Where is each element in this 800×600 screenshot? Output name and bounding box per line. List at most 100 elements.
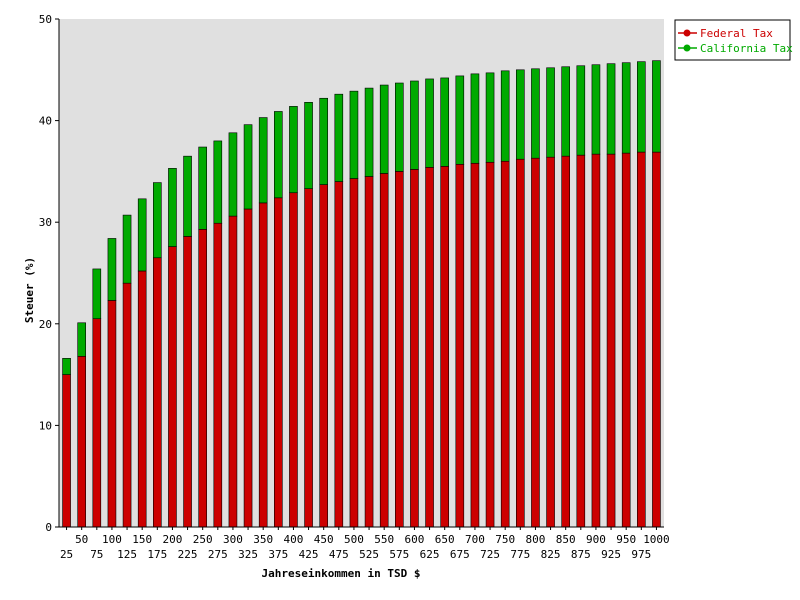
x-tick-label: 25 xyxy=(60,548,73,561)
x-tick-label: 625 xyxy=(420,548,440,561)
x-tick-label: 975 xyxy=(631,548,651,561)
bar-federal-tax xyxy=(531,157,540,528)
bar-california-tax xyxy=(485,72,495,163)
x-tick-label: 125 xyxy=(117,548,137,561)
bar-federal-tax xyxy=(606,153,616,528)
bar-california-tax xyxy=(455,75,465,165)
bar-federal-tax xyxy=(470,162,480,528)
x-tick-label: 1000 xyxy=(643,533,670,546)
bar-federal-tax xyxy=(243,208,253,528)
y-tick-label: 50 xyxy=(39,13,52,26)
bar-california-tax xyxy=(561,66,570,157)
bar-california-tax xyxy=(516,69,525,160)
x-tick-label: 525 xyxy=(359,548,379,561)
x-tick-label: 950 xyxy=(616,533,636,546)
x-tick-label: 50 xyxy=(75,533,88,546)
x-tick-label: 150 xyxy=(132,533,152,546)
bar-california-tax xyxy=(258,117,268,204)
y-axis-ticks: 0 10 20 30 40 50 xyxy=(39,13,59,534)
legend-box xyxy=(674,19,791,61)
x-tick-label: 725 xyxy=(480,548,500,561)
bar-california-tax xyxy=(198,146,207,230)
x-tick-label: 400 xyxy=(284,533,304,546)
x-tick-label: 425 xyxy=(299,548,319,561)
bar-california-tax xyxy=(304,102,313,189)
y-tick-label: 10 xyxy=(39,419,52,432)
bar-california-tax xyxy=(395,82,404,172)
x-tick-label: 900 xyxy=(586,533,606,546)
y-tick-label: 0 xyxy=(45,521,52,534)
x-tick-label: 600 xyxy=(405,533,425,546)
bar-california-tax xyxy=(470,73,480,164)
legend-label-california: California Tax xyxy=(700,42,793,55)
bar-california-tax xyxy=(546,67,555,158)
bar-federal-tax xyxy=(364,176,374,528)
bar-federal-tax xyxy=(274,197,283,528)
bar-california-tax xyxy=(621,62,631,154)
bar-federal-tax xyxy=(425,167,434,528)
bar-federal-tax xyxy=(410,169,419,528)
bar-california-tax xyxy=(637,61,646,153)
bar-california-tax xyxy=(107,238,117,301)
y-tick-label: 20 xyxy=(39,318,52,331)
x-tick-label: 200 xyxy=(163,533,183,546)
y-axis-title: Steuer (%) xyxy=(23,257,36,323)
bar-california-tax xyxy=(410,80,419,170)
bar-federal-tax xyxy=(395,171,404,528)
bar-california-tax xyxy=(168,168,177,247)
bar-federal-tax xyxy=(183,236,192,528)
bar-california-tax xyxy=(213,140,223,224)
bar-california-tax xyxy=(153,182,162,259)
bar-federal-tax xyxy=(289,192,298,528)
y-tick-label: 30 xyxy=(39,216,52,229)
x-tick-label: 550 xyxy=(374,533,394,546)
bar-federal-tax xyxy=(379,173,389,528)
x-tick-label: 175 xyxy=(147,548,167,561)
bar-federal-tax xyxy=(258,202,268,528)
bar-california-tax xyxy=(92,268,102,320)
x-tick-label: 375 xyxy=(268,548,288,561)
bar-california-tax xyxy=(364,87,374,177)
x-tick-label: 850 xyxy=(556,533,576,546)
bar-california-tax xyxy=(62,358,71,375)
bar-california-tax xyxy=(606,63,616,155)
bar-california-tax xyxy=(183,155,192,237)
x-tick-label: 700 xyxy=(465,533,485,546)
x-tick-label: 475 xyxy=(329,548,349,561)
x-tick-label: 825 xyxy=(541,548,561,561)
bar-california-tax xyxy=(349,90,359,179)
bar-california-tax xyxy=(334,93,344,182)
bar-california-tax xyxy=(591,64,601,155)
bar-federal-tax xyxy=(561,155,570,528)
legend-marker-federal xyxy=(683,29,691,37)
bar-federal-tax xyxy=(440,166,449,528)
bar-federal-tax xyxy=(304,188,313,528)
bar-federal-tax xyxy=(92,318,102,528)
bar-california-tax xyxy=(122,214,132,284)
x-tick-label: 925 xyxy=(601,548,621,561)
x-tick-label: 225 xyxy=(178,548,198,561)
bar-federal-tax xyxy=(228,215,238,528)
bar-federal-tax xyxy=(516,158,525,528)
bar-california-tax xyxy=(274,111,283,199)
bar-federal-tax xyxy=(455,163,465,528)
bar-california-tax xyxy=(379,84,389,174)
bar-federal-tax xyxy=(652,151,661,528)
bar-federal-tax xyxy=(500,160,510,528)
x-tick-label: 325 xyxy=(238,548,258,561)
x-tick-label: 500 xyxy=(344,533,364,546)
x-tick-label: 875 xyxy=(571,548,591,561)
bar-federal-tax xyxy=(168,246,177,528)
bar-california-tax xyxy=(531,68,540,159)
bar-california-tax xyxy=(652,60,661,153)
bar-federal-tax xyxy=(77,356,86,528)
x-tick-label: 100 xyxy=(102,533,122,546)
bar-federal-tax xyxy=(546,156,555,528)
bar-california-tax xyxy=(289,106,298,194)
x-tick-label: 300 xyxy=(223,533,243,546)
x-tick-label: 775 xyxy=(510,548,530,561)
bar-federal-tax xyxy=(485,161,495,528)
bar-california-tax xyxy=(500,70,510,162)
x-tick-label: 350 xyxy=(253,533,273,546)
